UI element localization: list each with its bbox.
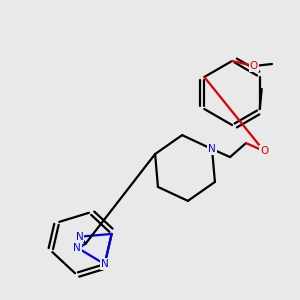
Text: O: O — [260, 146, 268, 156]
Text: N: N — [208, 144, 216, 154]
Text: N: N — [73, 243, 81, 253]
Text: O: O — [250, 61, 258, 71]
Text: N: N — [76, 232, 84, 242]
Text: N: N — [101, 259, 109, 269]
